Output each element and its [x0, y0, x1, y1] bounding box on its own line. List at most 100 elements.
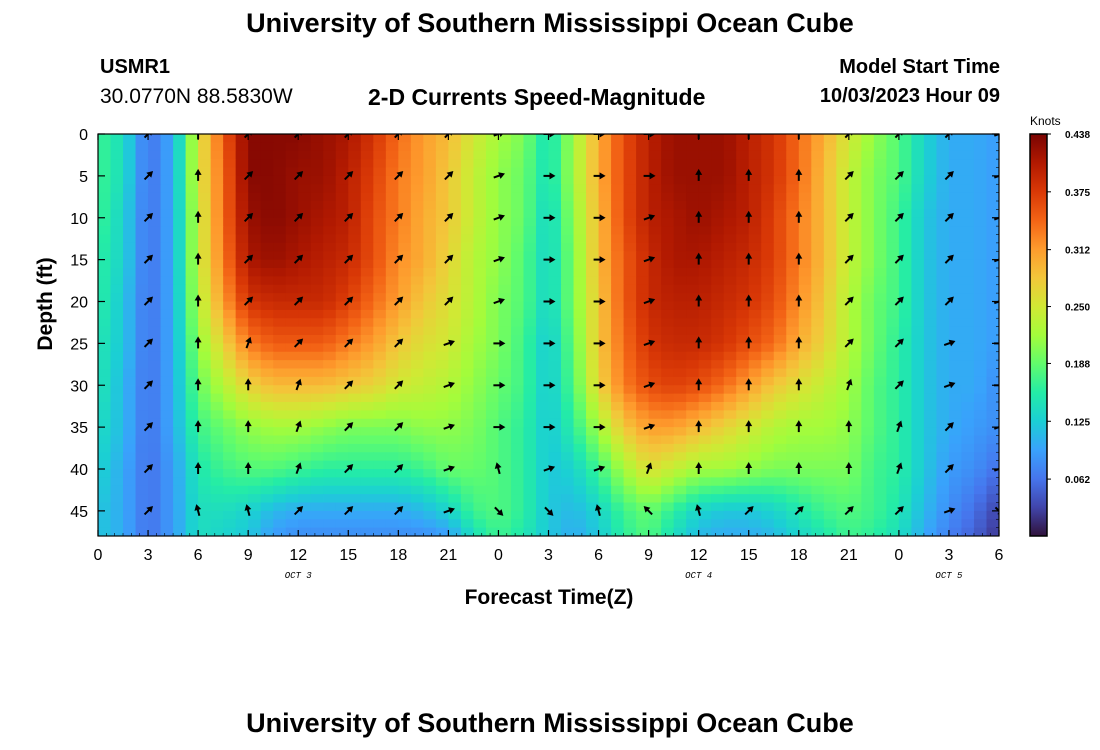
- heatmap-cell: [623, 175, 637, 185]
- heatmap-cell: [210, 309, 224, 319]
- heatmap-cell: [398, 134, 412, 143]
- heatmap-cell: [348, 201, 362, 210]
- heatmap-cell: [573, 485, 587, 495]
- heatmap-cell: [586, 494, 600, 504]
- heatmap-cell: [273, 217, 287, 227]
- heatmap-cell: [611, 251, 625, 261]
- heatmap-cell: [973, 469, 988, 478]
- current-arrow: [444, 296, 454, 306]
- heatmap-cell: [248, 335, 262, 344]
- heatmap-cell: [923, 385, 938, 395]
- heatmap-cell: [723, 469, 737, 478]
- heatmap-cell: [748, 502, 762, 512]
- heatmap-cell: [898, 159, 912, 169]
- heatmap-cell: [360, 494, 374, 504]
- heatmap-cell: [836, 502, 850, 512]
- heatmap-cell: [310, 385, 324, 395]
- heatmap-cell: [861, 209, 875, 219]
- heatmap-cell: [973, 435, 988, 445]
- heatmap-cell: [435, 192, 449, 202]
- heatmap-cell: [873, 276, 887, 286]
- heatmap-cell: [135, 519, 149, 529]
- heatmap-cell: [285, 234, 299, 244]
- heatmap-cell: [798, 259, 812, 269]
- heatmap-cell: [423, 175, 437, 185]
- current-arrow: [944, 296, 954, 306]
- colorbar-tick-label: 0.125: [1065, 417, 1090, 428]
- heatmap-cell: [761, 175, 775, 185]
- heatmap-cell: [611, 527, 625, 536]
- heatmap-cell: [636, 276, 650, 286]
- heatmap-cell: [260, 192, 274, 202]
- heatmap-cell: [761, 510, 775, 520]
- heatmap-cell: [373, 150, 387, 160]
- heatmap-cell: [223, 276, 237, 286]
- heatmap-cell: [861, 293, 875, 303]
- heatmap-cell: [586, 519, 600, 529]
- heatmap-cell: [198, 402, 212, 411]
- heatmap-cell: [435, 276, 449, 286]
- heatmap-cell: [748, 410, 762, 420]
- heatmap-cell: [160, 276, 174, 286]
- heatmap-cell: [410, 360, 424, 370]
- heatmap-cell: [185, 217, 199, 227]
- heatmap-cell: [335, 418, 349, 428]
- heatmap-cell: [348, 335, 362, 344]
- heatmap-cell: [135, 393, 149, 403]
- heatmap-cell: [648, 469, 662, 478]
- heatmap-cell: [973, 134, 988, 143]
- heatmap-cell: [798, 284, 812, 294]
- heatmap-cell: [385, 376, 399, 386]
- heatmap-cell: [110, 402, 124, 411]
- heatmap-cell: [823, 159, 837, 169]
- heatmap-cell: [973, 519, 988, 529]
- heatmap-cell: [636, 134, 650, 143]
- heatmap-cell: [535, 510, 550, 520]
- current-arrow: [143, 170, 154, 181]
- heatmap-cell: [235, 343, 249, 353]
- heatmap-cell: [423, 427, 437, 437]
- x-tick-label: 3: [144, 547, 153, 564]
- heatmap-cell: [260, 284, 274, 294]
- chart-title: 2-D Currents Speed-Magnitude: [368, 84, 706, 110]
- heatmap-cell: [410, 242, 424, 252]
- heatmap-cell: [586, 385, 600, 395]
- heatmap-cell: [911, 485, 925, 495]
- heatmap-cell: [285, 259, 299, 269]
- heatmap-cell: [698, 360, 712, 370]
- current-arrow: [243, 254, 254, 264]
- heatmap-cell: [986, 318, 999, 328]
- heatmap-cell: [160, 226, 174, 236]
- heatmap-cell: [886, 402, 900, 411]
- heatmap-cell: [586, 284, 600, 294]
- heatmap-cell: [285, 418, 299, 428]
- heatmap-cell: [698, 268, 712, 277]
- heatmap-cell: [686, 150, 700, 160]
- heatmap-cell: [435, 293, 449, 303]
- heatmap-cell: [360, 259, 374, 269]
- heatmap-cell: [185, 268, 199, 277]
- heatmap-cell: [786, 502, 800, 512]
- heatmap-cell: [348, 217, 362, 227]
- heatmap-cell: [160, 159, 174, 169]
- heatmap-cell: [686, 301, 700, 311]
- heatmap-cell: [736, 175, 750, 185]
- heatmap-cell: [510, 175, 525, 185]
- heatmap-cell: [648, 301, 662, 311]
- heatmap-cell: [611, 150, 625, 160]
- heatmap-cell: [548, 167, 562, 177]
- heatmap-cell: [485, 268, 500, 277]
- heatmap-cell: [561, 293, 575, 303]
- heatmap-cell: [661, 368, 675, 378]
- heatmap-cell: [611, 167, 625, 177]
- heatmap-cell: [898, 201, 912, 210]
- heatmap-cell: [898, 402, 912, 411]
- heatmap-cell: [335, 443, 349, 453]
- heatmap-cell: [848, 494, 862, 504]
- heatmap-cell: [260, 259, 274, 269]
- heatmap-cell: [448, 251, 462, 261]
- heatmap-cell: [460, 485, 475, 495]
- heatmap-cell: [298, 443, 312, 453]
- heatmap-cell: [373, 142, 387, 152]
- heatmap-cell: [723, 284, 737, 294]
